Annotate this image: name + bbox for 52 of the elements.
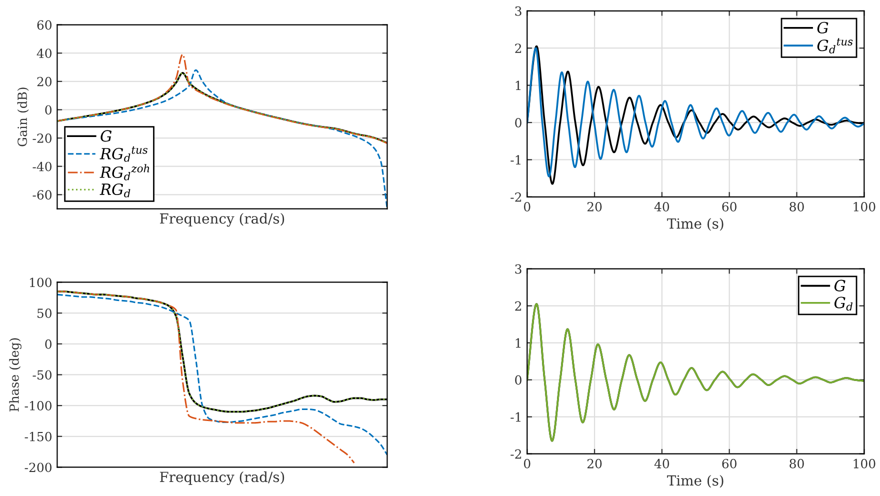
y-tick-label: -50	[32, 370, 52, 380]
y-tick-label: 0	[515, 375, 522, 385]
legend-label: G	[834, 280, 846, 292]
y-tick-label: 40	[36, 48, 52, 58]
y-tick-label: 100	[30, 278, 52, 288]
y-tick-label: -20	[32, 134, 52, 143]
legend-label: G	[817, 22, 828, 34]
y-tick-label: 0	[45, 105, 52, 115]
x-tick-label: 40	[654, 202, 670, 212]
y-tick-label: 2	[515, 44, 522, 53]
x-tick-label: 60	[722, 202, 736, 212]
x-tick-label: 100	[854, 202, 876, 212]
x-tick-label: 40	[654, 458, 670, 468]
y-tick-label: 60	[37, 20, 52, 30]
y-tick-label: -1	[510, 412, 520, 422]
x-tick-label: 0	[524, 458, 530, 468]
y-tick-label: 50	[37, 308, 52, 318]
x-tick-label: 80	[790, 202, 804, 212]
y-tick-label: 3	[515, 6, 522, 16]
y-tick-label: -60	[32, 190, 52, 200]
y-tick-label: 3	[515, 264, 522, 274]
x-tick-label: 0	[524, 202, 530, 212]
x-tick-label: 60	[722, 458, 736, 468]
legend-label: RG$_{d}$$^{zoh}$	[100, 164, 150, 180]
y-tick-label: 2	[515, 301, 522, 311]
x-axis-title: Time (s)	[667, 474, 724, 488]
legend-label: G$_{d}$$^{tus}$	[817, 38, 853, 54]
y-axis-title: Phase (deg)	[9, 338, 22, 412]
y-tick-label: -100	[24, 401, 52, 410]
y-tick-label: -200	[24, 462, 52, 472]
y-tick-label: 20	[37, 76, 52, 86]
y-tick-label: 1	[516, 80, 520, 90]
y-tick-label: -2	[510, 449, 522, 459]
x-tick-label: 100	[854, 458, 876, 468]
legend-label: G	[100, 130, 112, 142]
x-tick-label: 20	[587, 458, 602, 468]
x-tick-label: 20	[587, 202, 602, 212]
y-tick-label: -1	[510, 155, 520, 164]
y-tick-label: 0	[515, 118, 522, 128]
legend-label: RG$_{d}$	[100, 183, 130, 198]
y-axis-title: Gain (dB)	[17, 88, 29, 146]
x-tick-label: 80	[790, 458, 804, 468]
legend-label: RG$_{d}$$^{tus}$	[100, 146, 148, 162]
y-tick-label: -150	[24, 432, 52, 442]
y-tick-label: 1	[516, 338, 520, 348]
x-axis-title: Frequency (rad/s)	[160, 471, 284, 486]
y-tick-label: 0	[45, 339, 52, 349]
x-axis-title: Time (s)	[667, 218, 724, 231]
x-axis-title: Frequency (rad/s)	[160, 212, 284, 227]
y-tick-label: -40	[32, 162, 52, 172]
legend-label: G$_{d}$	[834, 296, 853, 311]
y-tick-label: -2	[510, 192, 522, 202]
